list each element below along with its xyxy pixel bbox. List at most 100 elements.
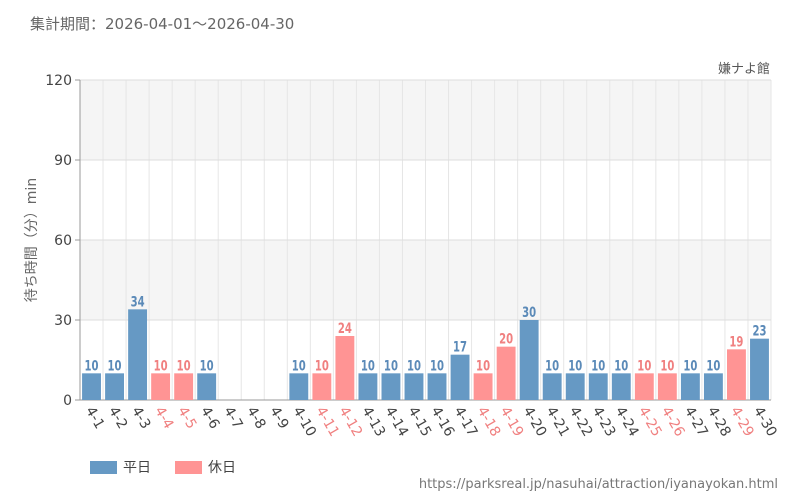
bar	[565, 373, 585, 400]
data-label: 10	[637, 358, 651, 374]
x-tick-label: 4-17	[451, 404, 481, 440]
x-tick-label: 4-18	[474, 404, 504, 440]
x-tick-labels: 4-14-24-34-44-54-64-74-84-94-104-114-124…	[82, 404, 780, 440]
data-label: 10	[568, 358, 582, 374]
x-tick-label: 4-22	[566, 404, 596, 440]
data-label: 19	[729, 334, 743, 350]
bar	[381, 373, 401, 400]
data-label: 34	[131, 294, 145, 310]
data-label: 10	[200, 358, 214, 374]
bar	[289, 373, 309, 400]
x-tick-label: 4-4	[151, 404, 176, 432]
data-label: 10	[361, 358, 375, 374]
data-label: 10	[660, 358, 674, 374]
bar	[450, 354, 470, 400]
bar	[427, 373, 447, 400]
x-tick-label: 4-2	[105, 404, 130, 432]
x-tick-label: 4-27	[681, 404, 711, 440]
data-label: 20	[499, 331, 513, 347]
x-tick-label: 4-24	[612, 404, 642, 440]
data-label: 24	[338, 320, 352, 336]
x-tick-label: 4-21	[543, 404, 573, 440]
bar	[657, 373, 677, 400]
legend-holiday: 休日	[175, 457, 236, 477]
data-label: 10	[108, 358, 122, 374]
bars	[82, 309, 769, 400]
data-label: 10	[85, 358, 99, 374]
x-tick-label: 4-1	[82, 404, 107, 432]
legend-weekday-swatch	[90, 460, 117, 474]
bar	[542, 373, 562, 400]
bar	[335, 336, 355, 400]
y-tick-label: 30	[54, 313, 72, 329]
y-axis: 0 30 60 90 120	[45, 73, 771, 409]
bar	[611, 373, 631, 400]
data-label: 23	[752, 323, 766, 339]
bar	[174, 373, 194, 400]
data-label: 10	[315, 358, 329, 374]
bar	[680, 373, 700, 400]
legend: 平日 休日	[90, 457, 260, 477]
legend-weekday: 平日	[90, 457, 151, 477]
chart-title: 嫌ナよ館	[718, 62, 770, 77]
bar	[519, 320, 539, 400]
bar	[727, 349, 746, 400]
x-tick-label: 4-30	[750, 404, 780, 440]
y-tick-label: 60	[54, 233, 72, 249]
bar	[197, 373, 217, 400]
data-label: 10	[154, 358, 168, 374]
period-label: 集計期間：2026-04-01～2026-04-30	[30, 15, 295, 33]
data-label: 10	[591, 358, 605, 374]
x-tick-label: 4-25	[635, 404, 665, 440]
x-tick-label: 4-29	[727, 404, 757, 440]
data-label: 10	[614, 358, 628, 374]
x-tick-label: 4-16	[428, 404, 458, 440]
bar	[404, 373, 424, 400]
bar	[496, 346, 516, 400]
data-label: 10	[545, 358, 559, 374]
bar	[703, 373, 723, 400]
x-tick-label: 4-5	[174, 404, 199, 432]
bar	[128, 309, 148, 400]
data-label: 10	[407, 358, 421, 374]
data-label: 10	[430, 358, 444, 374]
x-tick-label: 4-12	[335, 404, 365, 440]
x-tick-label: 4-15	[405, 404, 435, 440]
legend-holiday-swatch	[175, 460, 202, 474]
data-label: 10	[384, 358, 398, 374]
x-tick-label: 4-7	[220, 404, 245, 432]
x-tick-label: 4-13	[358, 404, 388, 440]
data-label: 10	[292, 358, 306, 374]
x-tick-label: 4-20	[520, 404, 550, 440]
bar	[105, 373, 124, 400]
data-label: 30	[522, 304, 536, 320]
y-tick-label: 90	[54, 153, 72, 169]
data-label: 10	[476, 358, 490, 374]
x-tick-label: 4-23	[589, 404, 619, 440]
data-label: 10	[683, 358, 697, 374]
bar	[312, 373, 332, 400]
source-url: https://parksreal.jp/nasuhai/attraction/…	[418, 477, 778, 492]
y-tick-label: 120	[45, 73, 72, 89]
bar	[634, 373, 654, 400]
legend-weekday-label: 平日	[123, 460, 151, 476]
x-tick-label: 4-14	[381, 404, 411, 440]
bar	[151, 373, 171, 400]
x-tick-label: 4-26	[658, 404, 688, 440]
data-label: 10	[706, 358, 720, 374]
x-tick-label: 4-11	[312, 404, 342, 440]
data-labels: 10 10 34 10 10 10 10 10 24 10 10 10 10 17 10 20 30 10 10 10…	[85, 294, 767, 374]
data-label: 10	[177, 358, 191, 374]
x-tick-label: 4-28	[704, 404, 734, 440]
x-tick-label: 4-19	[497, 404, 527, 440]
y-tick-label: 0	[63, 393, 72, 409]
x-tick-label: 4-3	[128, 404, 153, 432]
x-tick-label: 4-6	[197, 404, 222, 432]
bar	[358, 373, 378, 400]
y-axis-title: 待ち時間（分）min	[24, 178, 40, 302]
data-label: 17	[453, 339, 467, 355]
bar	[588, 373, 608, 400]
legend-holiday-label: 休日	[208, 460, 236, 476]
x-tick-label: 4-9	[266, 404, 291, 432]
